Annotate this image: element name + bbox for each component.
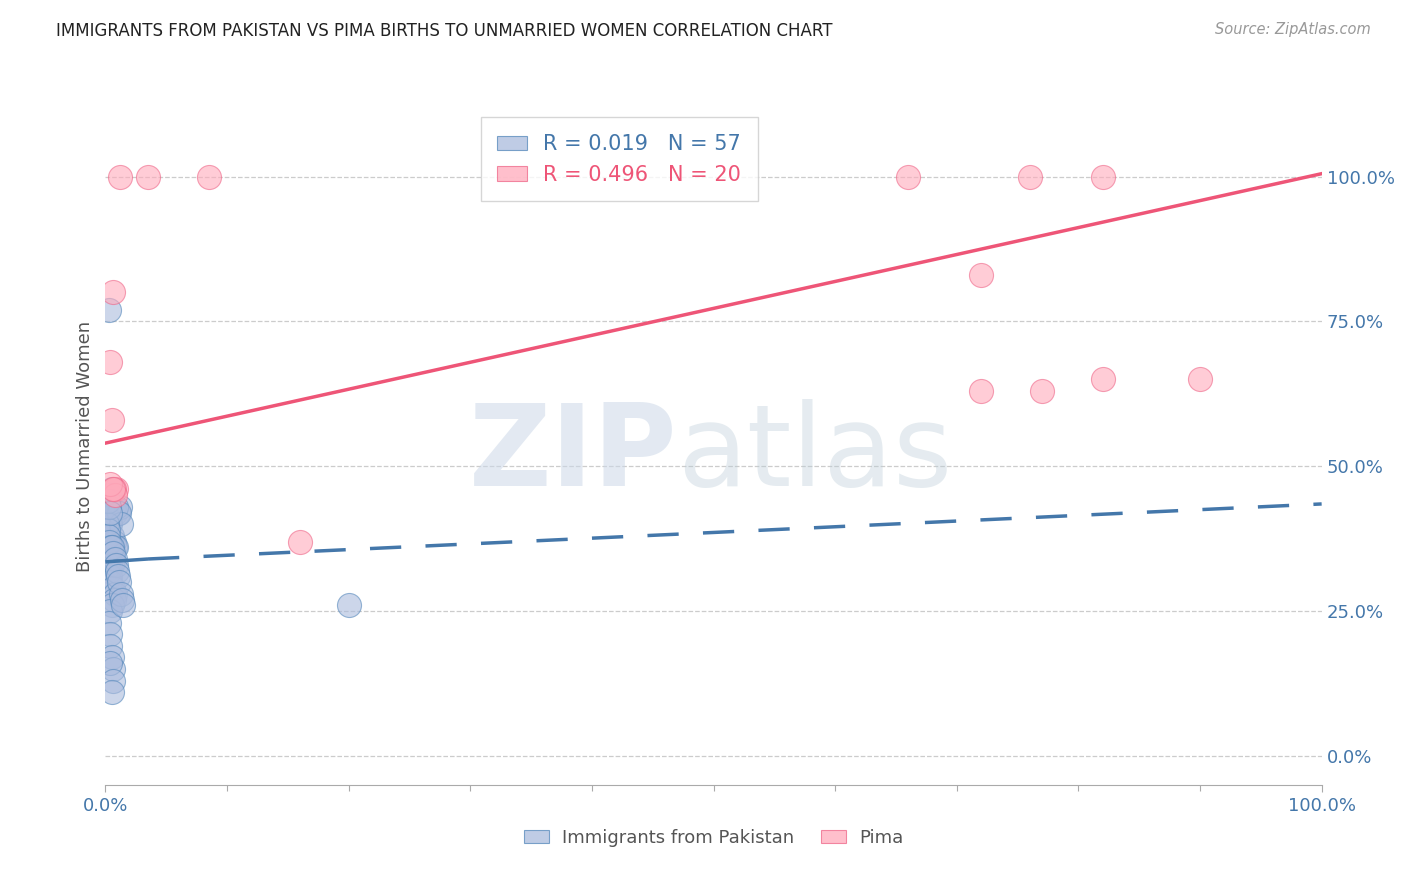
Point [1189, 372, 1212, 386]
Point [104, 488, 127, 502]
Point [110, 517, 132, 532]
Point [97, 511, 120, 525]
Point [337, 599, 360, 613]
Point [98, 517, 121, 532]
Point [98, 657, 121, 671]
Point [101, 581, 124, 595]
Point [97, 534, 120, 549]
Point [98, 500, 121, 514]
Point [101, 500, 124, 514]
Point [897, 169, 920, 184]
Point [103, 546, 125, 560]
Point [98, 575, 121, 590]
Point [108, 500, 131, 514]
Point [108, 506, 131, 520]
Point [108, 169, 131, 184]
Point [970, 384, 993, 398]
Point [97, 523, 120, 537]
Legend: Immigrants from Pakistan, Pima: Immigrants from Pakistan, Pima [516, 822, 911, 854]
Point [105, 483, 128, 497]
Point [103, 552, 125, 566]
Point [100, 599, 122, 613]
Point [104, 587, 127, 601]
Point [103, 534, 125, 549]
Point [101, 541, 124, 555]
Point [101, 673, 124, 688]
Point [104, 506, 127, 520]
Point [103, 592, 125, 607]
Point [100, 529, 122, 543]
Point [105, 541, 128, 555]
Point [103, 500, 125, 514]
Point [1091, 372, 1114, 386]
Y-axis label: Births to Unmarried Women: Births to Unmarried Women [76, 320, 94, 572]
Point [101, 285, 124, 300]
Point [112, 599, 135, 613]
Text: ZIP: ZIP [468, 400, 678, 510]
Point [98, 627, 121, 641]
Point [111, 592, 134, 607]
Point [98, 506, 121, 520]
Point [97, 529, 120, 543]
Point [105, 500, 128, 514]
Point [98, 569, 121, 583]
Point [98, 517, 121, 532]
Point [970, 268, 993, 282]
Point [100, 650, 122, 665]
Point [97, 494, 120, 508]
Point [98, 558, 121, 572]
Point [100, 413, 122, 427]
Point [98, 615, 121, 630]
Point [100, 483, 122, 497]
Point [136, 169, 159, 184]
Point [101, 552, 124, 566]
Point [98, 564, 121, 578]
Point [107, 569, 129, 583]
Point [100, 685, 122, 699]
Point [101, 662, 124, 676]
Point [110, 587, 132, 601]
Point [98, 355, 121, 369]
Text: Source: ZipAtlas.com: Source: ZipAtlas.com [1215, 22, 1371, 37]
Point [105, 564, 128, 578]
Point [98, 476, 121, 491]
Point [98, 302, 121, 317]
Point [104, 558, 127, 572]
Point [103, 483, 125, 497]
Point [198, 169, 221, 184]
Point [100, 541, 122, 555]
Point [100, 558, 122, 572]
Point [98, 639, 121, 653]
Point [1031, 384, 1053, 398]
Point [1091, 169, 1114, 184]
Point [96, 517, 118, 532]
Point [288, 534, 311, 549]
Point [1018, 169, 1040, 184]
Point [107, 506, 129, 520]
Text: atlas: atlas [678, 400, 952, 510]
Point [108, 575, 131, 590]
Point [100, 494, 122, 508]
Point [101, 483, 124, 497]
Text: IMMIGRANTS FROM PAKISTAN VS PIMA BIRTHS TO UNMARRIED WOMEN CORRELATION CHART: IMMIGRANTS FROM PAKISTAN VS PIMA BIRTHS … [56, 22, 832, 40]
Point [98, 488, 121, 502]
Point [104, 541, 127, 555]
Point [98, 604, 121, 618]
